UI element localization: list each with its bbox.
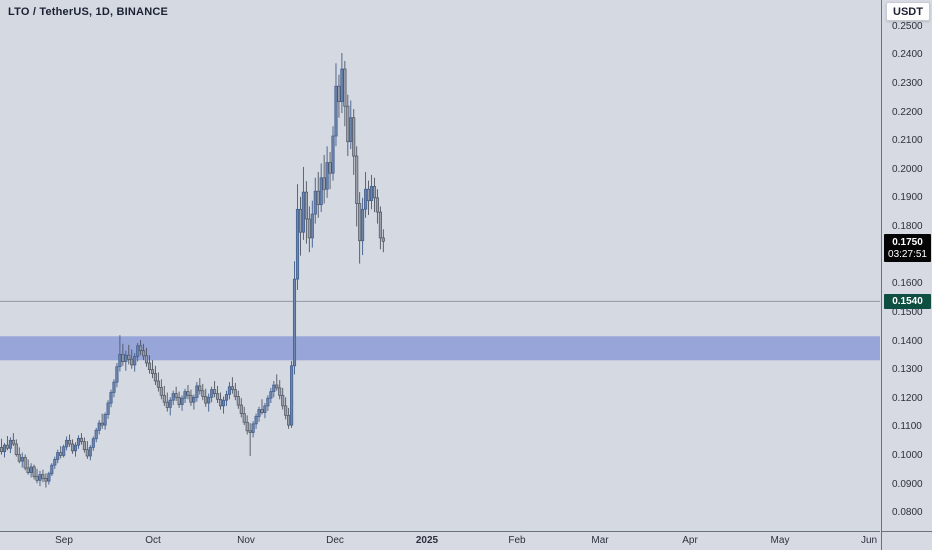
time-tick-label: Mar: [591, 535, 609, 546]
chart-canvas[interactable]: LTO / TetherUS, 1D, BINANCE: [0, 0, 880, 531]
price-tick-label: 0.2200: [892, 106, 923, 118]
time-tick-label: Sep: [55, 535, 73, 546]
price-tick-label: 0.2500: [892, 20, 923, 32]
candlestick-series: [0, 53, 880, 488]
price-axis[interactable]: 0.1540 0.1750 03:27:51 USDT 0.2500 0.2400…: [881, 0, 932, 531]
price-tick-label: 0.1400: [892, 335, 923, 347]
price-tick-label: 0.2300: [892, 77, 923, 89]
time-tick-label: Feb: [508, 535, 526, 546]
price-tick-label: 0.0900: [892, 478, 923, 490]
price-tick-label: 0.1300: [892, 364, 923, 376]
price-line-label[interactable]: 0.1540: [884, 293, 931, 309]
price-tick-label: 0.1000: [892, 450, 923, 461]
time-axis[interactable]: Sep Oct Nov Dec 2025 Feb Mar Apr May Jun: [0, 531, 880, 550]
price-tick-label: 0.2000: [892, 163, 923, 175]
price-tick-label: 0.1200: [892, 392, 923, 404]
price-tick-label: 0.2400: [892, 49, 923, 61]
time-tick-label: May: [770, 535, 790, 546]
axis-corner: [881, 531, 932, 550]
current-price-label[interactable]: 0.1750 03:27:51: [884, 234, 931, 263]
current-price-value: 0.1750: [892, 236, 923, 248]
time-tick-label: Dec: [326, 535, 344, 546]
price-tick-label: 0.0800: [892, 507, 923, 519]
price-tick-label: 0.1600: [892, 278, 923, 290]
time-tick-label: Oct: [145, 535, 161, 546]
bar-countdown: 03:27:51: [888, 248, 927, 260]
price-tick-label: 0.1100: [892, 421, 922, 433]
time-tick-label: Nov: [237, 535, 255, 546]
price-tick-label: 0.1500: [892, 306, 923, 318]
quote-currency-button[interactable]: USDT: [886, 2, 930, 21]
price-tick-label: 0.1800: [892, 221, 923, 232]
price-tick-label: 0.1900: [892, 192, 923, 204]
time-tick-label: Apr: [682, 535, 698, 546]
symbol-title[interactable]: LTO / TetherUS, 1D, BINANCE: [8, 6, 169, 18]
price-tick-label: 0.2100: [892, 135, 923, 147]
time-tick-label: 2025: [415, 535, 439, 546]
time-tick-label: Jun: [860, 535, 878, 546]
